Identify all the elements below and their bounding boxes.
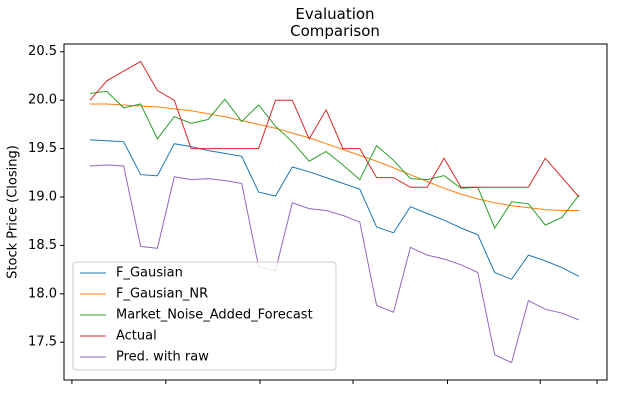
- y-tick-label: 18.0: [28, 286, 57, 301]
- series-line: [89, 139, 580, 280]
- chart-title: Evaluation Comparison: [290, 5, 380, 40]
- legend-box: [72, 261, 337, 371]
- series-line: [89, 164, 580, 364]
- y-tick-label: 20.0: [28, 93, 57, 108]
- y-tick-label: 19.0: [28, 189, 57, 204]
- legend-label: Pred. with raw: [116, 350, 209, 365]
- legend-label: F_Gausian_NR: [116, 287, 208, 302]
- plot-frame: [63, 43, 608, 381]
- legend-label: F_Gausian: [116, 266, 183, 281]
- y-tick-label: 20.5: [28, 44, 57, 59]
- y-tick-label: 17.5: [28, 335, 57, 350]
- y-axis-label: Stock Price (Closing): [6, 145, 21, 279]
- y-tick-label: 19.5: [28, 141, 57, 156]
- series-line: [89, 90, 580, 230]
- series-line: [89, 60, 580, 198]
- series-line: [90, 103, 579, 211]
- y-tick-label: 18.5: [28, 238, 57, 253]
- legend-label: Actual: [116, 329, 157, 344]
- legend-label: Market_Noise_Added_Forecast: [116, 308, 313, 323]
